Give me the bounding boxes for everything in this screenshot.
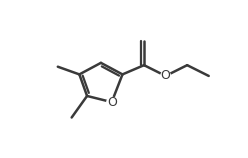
Circle shape bbox=[161, 71, 170, 81]
Circle shape bbox=[107, 97, 117, 107]
Text: O: O bbox=[161, 69, 171, 82]
Text: O: O bbox=[107, 96, 117, 109]
